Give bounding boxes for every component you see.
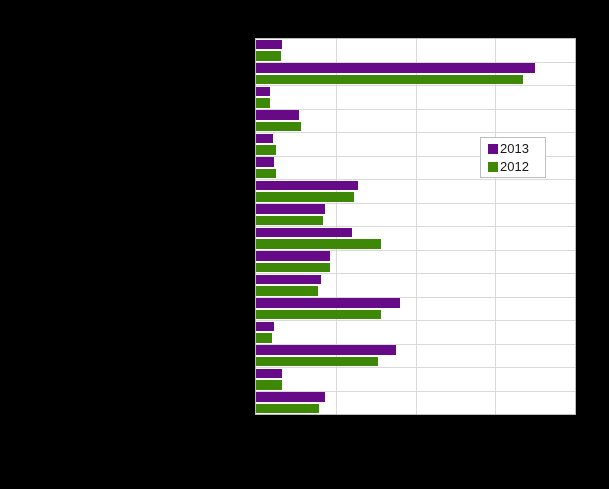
bar-2013: [256, 110, 300, 120]
category-row: [256, 392, 575, 415]
bar-2012: [256, 121, 301, 132]
category-row: [256, 227, 575, 251]
bar-2013: [256, 274, 322, 285]
bar-2013: [256, 204, 326, 214]
bar-2012: [256, 356, 379, 367]
category-row: [256, 345, 575, 368]
bar-2012: [256, 380, 282, 390]
category-row: [256, 204, 575, 227]
bar-2012: [256, 262, 331, 273]
bar-2013: [256, 39, 282, 50]
category-row: [256, 157, 575, 180]
bar-rows-container: [256, 39, 575, 414]
bar-2012: [256, 145, 276, 155]
legend-swatch-2013-icon: [488, 143, 498, 154]
bar-2013: [256, 251, 331, 261]
legend-label-2012: 2012: [500, 159, 529, 174]
bar-2013: [256, 321, 274, 332]
category-row: [256, 39, 575, 63]
bar-2013: [256, 63, 536, 73]
category-row: [256, 251, 575, 274]
category-row: [256, 133, 575, 157]
bar-2012: [256, 239, 382, 249]
bar-2012: [256, 74, 524, 85]
bar-2012: [256, 192, 355, 202]
legend: 2013 2012: [480, 137, 546, 178]
bar-2012: [256, 98, 271, 108]
bar-2012: [256, 309, 382, 320]
category-row: [256, 368, 575, 392]
plot-area: [255, 38, 576, 415]
legend-label-2013: 2013: [500, 141, 529, 156]
bar-2012: [256, 333, 272, 343]
bar-2012: [256, 51, 281, 61]
bar-2013: [256, 133, 273, 144]
bar-2013: [256, 392, 325, 402]
bar-2012: [256, 168, 276, 179]
category-row: [256, 321, 575, 345]
bar-2013: [256, 227, 352, 238]
legend-item-2012: 2012: [488, 159, 545, 174]
category-row: [256, 180, 575, 204]
bar-2012: [256, 215, 323, 226]
bar-2013: [256, 368, 282, 379]
legend-item-2013: 2013: [488, 141, 545, 156]
bar-2013: [256, 345, 396, 355]
bar-2012: [256, 403, 319, 414]
category-row: [256, 86, 575, 110]
category-row: [256, 63, 575, 86]
legend-swatch-2012-icon: [488, 161, 498, 172]
category-row: [256, 274, 575, 298]
bar-2012: [256, 286, 319, 296]
category-row: [256, 298, 575, 321]
bar-2013: [256, 86, 271, 97]
bar-2013: [256, 180, 359, 191]
category-row: [256, 110, 575, 133]
bar-2013: [256, 157, 275, 167]
bar-2013: [256, 298, 401, 308]
